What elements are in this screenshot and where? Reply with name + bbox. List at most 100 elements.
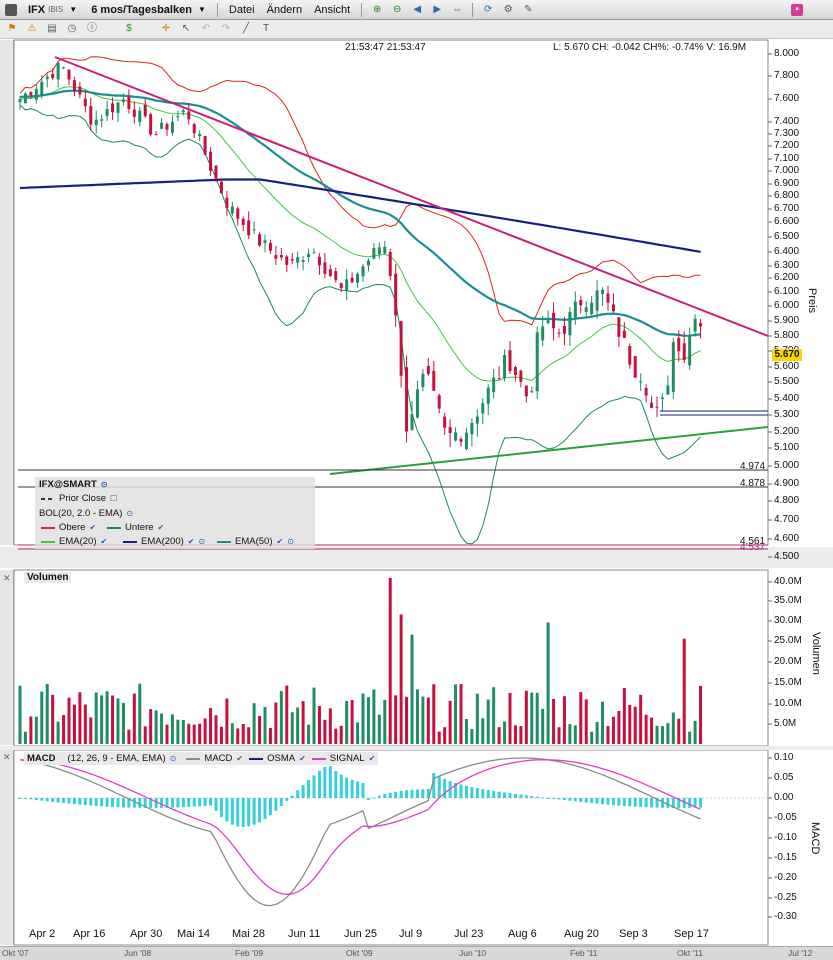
macd-tag: MACD xyxy=(27,753,56,764)
close-panel-icon[interactable]: ✕ xyxy=(3,573,11,583)
obere-label: Obere xyxy=(59,522,86,533)
undo-icon[interactable]: ↶ xyxy=(201,23,211,34)
time-axis-label: Mai 28 xyxy=(232,928,266,940)
toolbar: IFX IBIS ▼ 6 mos/Tagesbalken ▼ Datei Änd… xyxy=(0,0,833,20)
checkmark-icon[interactable]: ✔ xyxy=(89,523,97,532)
macd-legend: MACD (12, 26, 9 - EMA, EMA) ⊙ MACD ✔ OSMA… xyxy=(24,752,379,765)
price-tick-label: 6.000 xyxy=(774,300,800,311)
macd-tick-label: 0.00 xyxy=(774,792,794,803)
volume-tick-label: 40.0M xyxy=(774,576,802,587)
window-link-icon[interactable]: ▪ xyxy=(791,3,803,16)
untere-label: Untere xyxy=(125,522,154,533)
overview-label: Okt '09 xyxy=(346,948,373,958)
pointer-icon[interactable]: ↖ xyxy=(181,23,191,34)
period-selector[interactable]: 6 mos/Tagesbalken xyxy=(91,3,192,16)
legend-ema50[interactable]: EMA(50) ✔ ⊙ xyxy=(215,536,294,547)
overview-label: Feb '11 xyxy=(570,948,598,958)
time-axis-label: Sep 17 xyxy=(674,928,709,940)
time-axis-label: Mai 14 xyxy=(177,928,211,940)
menu-datei[interactable]: Datei xyxy=(228,3,255,16)
checkmark-icon[interactable]: ✔ xyxy=(236,754,244,763)
price-tick-label: 6.100 xyxy=(774,286,800,297)
price-tick-label: 7.000 xyxy=(774,165,800,176)
link-icon[interactable]: ⊙ xyxy=(126,509,134,518)
pan-left-icon[interactable]: ◀ xyxy=(413,3,422,15)
price-tick-label: 5.100 xyxy=(774,442,800,453)
info-icon[interactable]: ⓘ xyxy=(87,23,97,34)
legend-ema20[interactable]: EMA(20) ✔ xyxy=(39,536,107,547)
settings-icon[interactable]: ⚙ xyxy=(503,3,513,15)
checkmark-icon[interactable]: ✔ xyxy=(276,537,284,546)
order-icon[interactable]: ⚑ xyxy=(7,23,17,34)
link-icon[interactable]: ⊙ xyxy=(100,480,108,489)
dashed-line-icon xyxy=(41,497,55,500)
config-icon[interactable]: ✎ xyxy=(523,3,533,15)
volume-tick-label: 25.0M xyxy=(774,635,802,646)
chevron-down-icon[interactable]: ▼ xyxy=(69,4,78,14)
news-icon[interactable]: ▤ xyxy=(47,23,57,34)
checkmark-icon[interactable]: ✔ xyxy=(368,754,376,763)
refresh-icon[interactable]: ⟳ xyxy=(483,3,493,15)
link-icon[interactable]: ⊙ xyxy=(287,537,294,546)
price-tick-label: 6.600 xyxy=(774,216,800,227)
pan-right-icon[interactable]: ▶ xyxy=(433,3,442,15)
legend-untere[interactable]: Untere ✔ xyxy=(105,522,164,533)
legend-prior-close[interactable]: Prior Close ☐ xyxy=(39,493,117,504)
checkmark-icon[interactable]: ✔ xyxy=(157,523,165,532)
symbol-field[interactable]: IFX xyxy=(28,3,46,16)
menu-ansicht[interactable]: Ansicht xyxy=(314,3,351,16)
line-swatch-icon xyxy=(123,540,137,543)
checkmark-icon[interactable]: ✔ xyxy=(299,754,306,763)
ema20-label: EMA(20) xyxy=(59,536,97,547)
zoom-in-icon[interactable]: ⊕ xyxy=(372,3,382,15)
alert-icon[interactable]: ⚠ xyxy=(27,23,37,34)
redo-icon[interactable]: ↷ xyxy=(221,23,231,34)
line-swatch-icon xyxy=(107,526,121,529)
link-icon[interactable]: ⊙ xyxy=(169,754,177,763)
price-tick-label: 6.300 xyxy=(774,260,800,271)
grid-icon[interactable] xyxy=(5,3,17,16)
header-time: 21:53:47 21:53:47 xyxy=(345,42,426,53)
legend-symbol: IFX@SMART ⊙ xyxy=(39,479,108,490)
money-icon[interactable]: $ xyxy=(126,23,132,34)
macd-tick-label: -0.20 xyxy=(774,872,797,883)
legend-bol[interactable]: BOL(20, 2.0 - EMA) ⊙ xyxy=(39,508,133,519)
line-icon[interactable]: ╱ xyxy=(242,23,250,34)
legend-obere[interactable]: Obere ✔ xyxy=(39,522,96,533)
line-swatch-icon xyxy=(41,526,55,529)
menu-aendern[interactable]: Ändern xyxy=(266,3,303,16)
text-icon[interactable]: T xyxy=(262,23,270,34)
close-panel-icon[interactable]: ✕ xyxy=(3,752,11,762)
overview-scrollbar[interactable]: Okt '07 Jun '08 Feb '09 Okt '09 Jun '10 Feb '… xyxy=(0,946,833,960)
checkmark-icon[interactable]: ✔ xyxy=(187,537,195,546)
price-tick-label: 5.200 xyxy=(774,426,800,437)
volume-tick-label: 10.0M xyxy=(774,698,802,709)
macd-tick-label: -0.30 xyxy=(774,911,797,922)
volume-axis-title: Volumen xyxy=(810,632,822,675)
price-tick-label: 4.900 xyxy=(774,478,800,489)
time-axis-label: Apr 16 xyxy=(73,928,106,940)
fit-icon[interactable]: ⇔ xyxy=(452,3,463,15)
link-icon[interactable]: ⊙ xyxy=(198,537,206,546)
time-axis-label: Jun 11 xyxy=(288,928,321,940)
time-axis-label: Jun 25 xyxy=(344,928,378,940)
checkmark-icon[interactable]: ✔ xyxy=(100,537,108,546)
price-axis-title: Preis xyxy=(806,288,818,314)
legend-ema200[interactable]: EMA(200) ✔ ⊙ xyxy=(121,536,205,547)
price-tick-label: 7.200 xyxy=(774,140,800,151)
header-quote: L: 5.670 CH: -0.042 CH%: -0.74% V: 16.9M xyxy=(553,42,747,53)
zoom-out-icon[interactable]: ⊖ xyxy=(392,3,402,15)
volume-tick-label: 20.0M xyxy=(774,656,802,667)
chevron-down-icon[interactable]: ▼ xyxy=(197,4,206,14)
price-tick-label: 7.100 xyxy=(774,153,800,164)
line-swatch-icon xyxy=(311,757,326,760)
checkbox-icon[interactable]: ☐ xyxy=(110,494,118,503)
ema200-label: EMA(200) xyxy=(141,536,184,547)
macd-axis-title: MACD xyxy=(809,822,821,855)
price-tick-label: 5.400 xyxy=(774,393,800,404)
crosshair-icon[interactable]: ✛ xyxy=(161,23,171,34)
clock-icon[interactable]: ◷ xyxy=(67,23,77,34)
price-tick-label: 6.200 xyxy=(774,272,800,283)
volume-tick-label: 30.0M xyxy=(774,615,802,626)
